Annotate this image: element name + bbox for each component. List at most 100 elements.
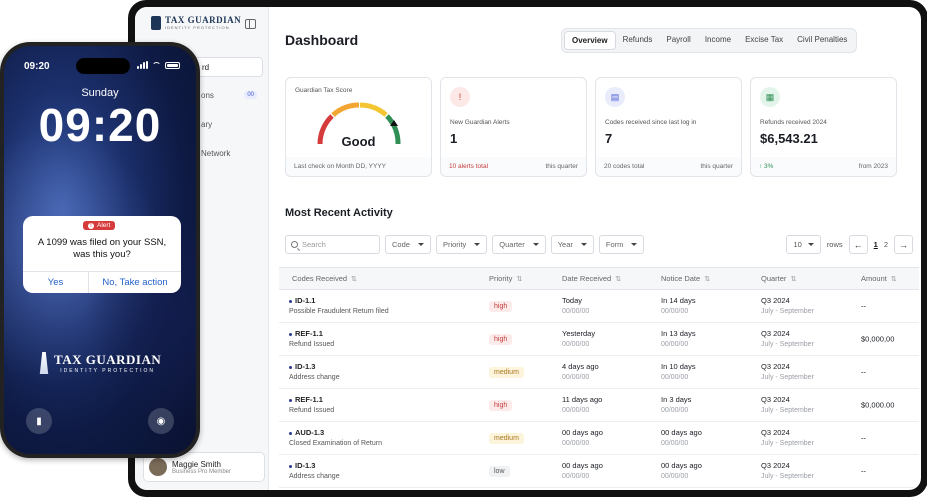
rows-per-page-select[interactable]: 10	[786, 235, 821, 254]
column-label: Priority	[489, 273, 513, 283]
status-icons	[137, 61, 180, 69]
arrow-left-icon: ←	[853, 239, 863, 250]
notification-actions: Yes No, Take action	[23, 271, 181, 293]
tab-civil-penalties[interactable]: Civil Penalties	[797, 35, 848, 44]
search-input[interactable]: Search	[285, 235, 380, 254]
flashlight-icon[interactable]: ▮	[26, 408, 52, 434]
card-label: Codes received since last log in	[605, 119, 697, 126]
quarter: Q3 2024	[761, 329, 790, 338]
quarter-sub: July - September	[761, 407, 814, 414]
filter-label: Priority	[442, 240, 467, 249]
row-description: Refund Issued	[289, 341, 335, 348]
table-row[interactable]: AUD-1.3 Closed Examination of Return medi…	[279, 422, 919, 455]
priority-badge: low	[489, 466, 510, 477]
col-amount[interactable]: Amount ⇅	[861, 273, 897, 285]
camera-icon[interactable]: ◉	[148, 408, 174, 434]
collapse-sidebar-icon[interactable]	[245, 19, 256, 29]
activity-table: Codes Received ⇅ Priority ⇅ Date Received ⇅…	[279, 267, 919, 488]
col-priority[interactable]: Priority ⇅	[489, 273, 522, 285]
alert-notification[interactable]: ! Alert A 1099 was filed on your SSN, wa…	[23, 216, 181, 293]
filter-quarter[interactable]: Quarter	[492, 235, 546, 254]
table-row[interactable]: ID-1.3 Address change medium 4 days ago 00…	[279, 356, 919, 389]
card-foot-right: from 2023	[858, 163, 888, 170]
notice-date: In 13 days	[661, 329, 696, 338]
row-description: Refund Issued	[289, 407, 335, 414]
lighthouse-icon	[151, 15, 161, 30]
document-icon: ▤	[605, 87, 625, 107]
refunds-card[interactable]: ▦ Refunds received 2024 $6,543.21 ↑ 3% f…	[750, 77, 897, 177]
date-received-sub: 00/00/00	[562, 308, 590, 315]
avatar	[149, 458, 167, 476]
col-quarter[interactable]: Quarter ⇅	[761, 273, 796, 285]
sort-icon: ⇅	[615, 275, 622, 283]
page-2-link[interactable]: 2	[883, 240, 888, 249]
yes-button[interactable]: Yes	[23, 272, 89, 293]
col-codes[interactable]: Codes Received ⇅	[292, 273, 357, 285]
score-value: Good	[341, 134, 376, 149]
card-foot-right: this quarter	[700, 163, 733, 170]
amount: --	[861, 367, 866, 377]
row-description: Address change	[289, 473, 340, 480]
alert-badge: ! Alert	[83, 221, 116, 230]
table-row[interactable]: REF-1.1 Refund Issued high Yesterday 00/00…	[279, 323, 919, 356]
tab-refunds[interactable]: Refunds	[622, 35, 653, 44]
tax-score-card[interactable]: Guardian Tax Score Good Last ch	[285, 77, 432, 177]
chevron-down-icon	[580, 243, 587, 246]
sidebar-item-network[interactable]: Network	[143, 143, 263, 163]
notice-date: 00 days ago	[661, 461, 702, 470]
next-page-button[interactable]: →	[894, 235, 913, 254]
alerts-card[interactable]: ! New Guardian Alerts 1 10 alerts total …	[440, 77, 587, 177]
take-action-button[interactable]: No, Take action	[102, 277, 168, 288]
quarter: Q3 2024	[761, 362, 790, 371]
row-description: Possible Fraudulent Return filed	[289, 308, 389, 315]
col-date-received[interactable]: Date Received ⇅	[562, 273, 621, 285]
lock-clock: 09:20	[38, 99, 162, 151]
card-label: Refunds received 2024	[760, 119, 827, 126]
notice-date: In 10 days	[661, 362, 696, 371]
filter-form[interactable]: Form	[598, 235, 645, 254]
quarter: Q3 2024	[761, 395, 790, 404]
chevron-down-icon	[474, 243, 481, 246]
quarter: Q3 2024	[761, 296, 790, 305]
chevron-down-icon	[807, 243, 814, 246]
user-name: Maggie Smith	[172, 459, 221, 469]
chevron-down-icon	[417, 243, 424, 246]
table-row[interactable]: ID-1.1 Possible Fraudulent Return filed h…	[279, 290, 919, 323]
wifi-icon	[152, 62, 161, 68]
date-received: 00 days ago	[562, 428, 603, 437]
pagination: 10 rows ← 1 2 →	[786, 235, 913, 254]
date-received: Yesterday	[562, 329, 596, 338]
row-code: ID-1.3	[295, 362, 316, 371]
filter-label: Form	[605, 240, 624, 249]
row-code: REF-1.1	[295, 395, 323, 404]
quarter: Q3 2024	[761, 428, 790, 437]
tab-overview[interactable]: Overview	[564, 31, 616, 50]
notice-date-sub: 00/00/00	[661, 341, 689, 348]
sidebar-item-notifications[interactable]: ons 00	[143, 85, 263, 105]
tab-bar: Overview Refunds Payroll Income Excise T…	[561, 28, 858, 53]
main-content: Dashboard Overview Refunds Payroll Incom…	[269, 7, 921, 490]
filter-code[interactable]: Code	[385, 235, 431, 254]
tab-payroll[interactable]: Payroll	[666, 35, 691, 44]
col-notice-date[interactable]: Notice Date ⇅	[661, 273, 710, 285]
chevron-down-icon	[631, 243, 638, 246]
sidebar-item-label: ary	[201, 119, 213, 129]
tab-excise-tax[interactable]: Excise Tax	[745, 35, 784, 44]
lock-day: Sunday	[81, 87, 119, 99]
tab-income[interactable]: Income	[704, 35, 732, 44]
priority-badge: high	[489, 301, 513, 312]
notification-count-badge: 00	[244, 91, 257, 99]
filter-label: Year	[557, 240, 573, 249]
filter-year[interactable]: Year	[550, 235, 594, 254]
row-code: ID-1.1	[295, 296, 316, 305]
codes-card[interactable]: ▤ Codes received since last log in 7 20 …	[595, 77, 742, 177]
filter-priority[interactable]: Priority	[435, 235, 488, 254]
alert-message: A 1099 was filed on your SSN, was this y…	[37, 237, 167, 260]
quarter: Q3 2024	[761, 461, 790, 470]
prev-page-button[interactable]: ←	[848, 235, 868, 254]
table-row[interactable]: REF-1.1 Refund Issued high 11 days ago 00/…	[279, 389, 919, 422]
sidebar-item-summary[interactable]: ary	[143, 114, 263, 134]
page-1-link[interactable]: 1	[873, 240, 878, 249]
table-row[interactable]: ID-1.3 Address change low 00 days ago 00/0…	[279, 455, 919, 488]
quarter-sub: July - September	[761, 374, 814, 381]
